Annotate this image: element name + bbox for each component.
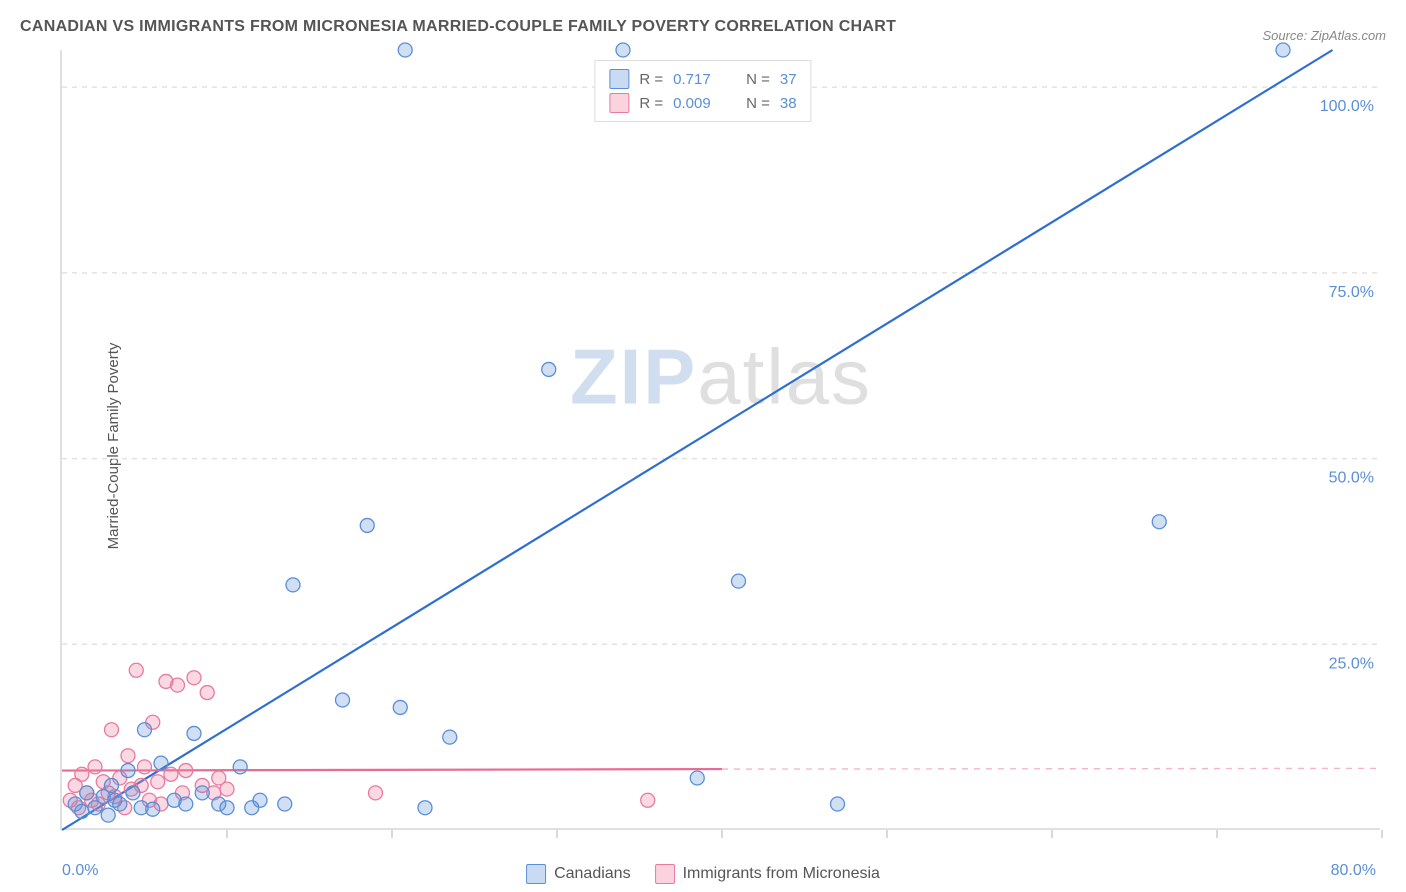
legend-r-label: R = [639, 71, 663, 88]
data-point [75, 804, 89, 818]
y-tick-label: 25.0% [1329, 655, 1374, 672]
data-point [1276, 43, 1290, 57]
data-point [195, 786, 209, 800]
data-point [200, 686, 214, 700]
data-point [443, 730, 457, 744]
data-point [105, 723, 119, 737]
data-point [179, 797, 193, 811]
legend-n-value-canadians: 37 [780, 71, 797, 88]
data-point [393, 700, 407, 714]
y-tick-label: 75.0% [1329, 284, 1374, 301]
legend-row-micronesia: R = 0.009 N = 38 [609, 91, 796, 115]
data-point [75, 767, 89, 781]
data-point [732, 574, 746, 588]
legend-label-micronesia: Immigrants from Micronesia [683, 865, 880, 883]
data-point [220, 801, 234, 815]
data-point [542, 362, 556, 376]
data-point [398, 43, 412, 57]
data-point [641, 793, 655, 807]
legend-series: Canadians Immigrants from Micronesia [526, 864, 880, 884]
data-point [88, 760, 102, 774]
legend-row-canadians: R = 0.717 N = 37 [609, 67, 796, 91]
data-point [146, 802, 160, 816]
y-tick-label: 100.0% [1320, 98, 1374, 115]
source-attribution: Source: ZipAtlas.com [1262, 28, 1386, 43]
data-point [616, 43, 630, 57]
data-point [360, 518, 374, 532]
data-point [233, 760, 247, 774]
data-point [369, 786, 383, 800]
data-point [220, 782, 234, 796]
data-point [171, 678, 185, 692]
data-point [1152, 515, 1166, 529]
data-point [253, 793, 267, 807]
swatch-blue-icon [526, 864, 546, 884]
legend-r-value-micronesia: 0.009 [673, 95, 728, 112]
data-point [80, 786, 94, 800]
data-point [187, 726, 201, 740]
data-point [278, 797, 292, 811]
data-point [690, 771, 704, 785]
plot-svg: 25.0% 50.0% 75.0% 100.0% [62, 50, 1380, 828]
legend-item-canadians: Canadians [526, 864, 631, 884]
data-point [151, 775, 165, 789]
data-point [187, 671, 201, 685]
data-point [121, 749, 135, 763]
regression-line [62, 50, 1333, 830]
chart-title: CANADIAN VS IMMIGRANTS FROM MICRONESIA M… [20, 18, 896, 36]
regression-line-extension [722, 768, 1382, 769]
data-point [113, 797, 127, 811]
legend-n-value-micronesia: 38 [780, 95, 797, 112]
x-origin-label: 0.0% [62, 862, 98, 880]
swatch-blue-icon [609, 69, 629, 89]
y-tick-label: 50.0% [1329, 470, 1374, 487]
swatch-pink-icon [655, 864, 675, 884]
data-point [138, 723, 152, 737]
legend-label-canadians: Canadians [554, 865, 631, 883]
data-point [179, 764, 193, 778]
data-point [336, 693, 350, 707]
legend-correlation: R = 0.717 N = 37 R = 0.009 N = 38 [594, 60, 811, 122]
data-point [129, 663, 143, 677]
legend-item-micronesia: Immigrants from Micronesia [655, 864, 880, 884]
legend-n-label: N = [746, 95, 770, 112]
data-point [831, 797, 845, 811]
data-point [164, 767, 178, 781]
legend-r-label: R = [639, 95, 663, 112]
plot-area: ZIPatlas 25.0%50.0%75.0%100.0% [60, 50, 1380, 830]
data-point [121, 764, 135, 778]
legend-n-label: N = [746, 71, 770, 88]
x-max-label: 80.0% [1331, 862, 1376, 880]
data-point [418, 801, 432, 815]
swatch-pink-icon [609, 93, 629, 113]
data-point [101, 808, 115, 822]
data-point [138, 760, 152, 774]
legend-r-value-canadians: 0.717 [673, 71, 728, 88]
data-point [154, 756, 168, 770]
data-point [105, 778, 119, 792]
data-point [126, 786, 140, 800]
data-point [286, 578, 300, 592]
